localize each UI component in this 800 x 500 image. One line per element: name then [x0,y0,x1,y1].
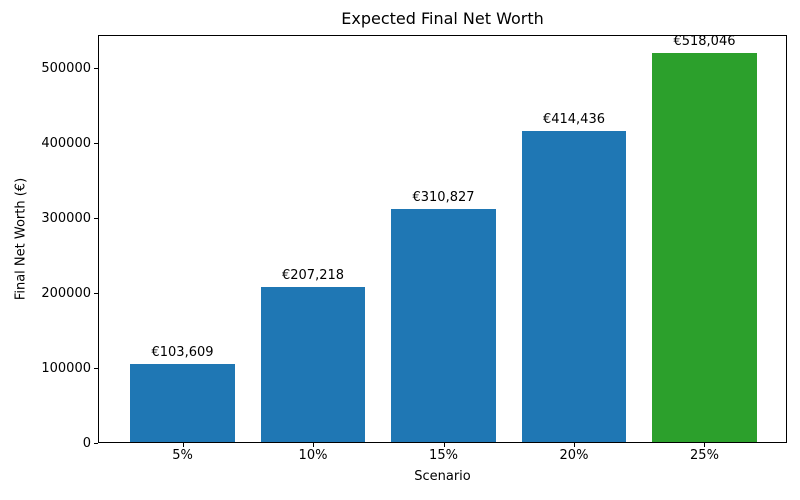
bar-value-label: €207,218 [281,267,345,283]
y-axis-label: Final Net Worth (€) [13,177,29,301]
bar-5% [130,364,235,442]
x-tick-mark [573,443,575,447]
y-tick-label: 300000 [41,210,91,226]
bar-value-label: €103,609 [151,345,214,361]
y-tick-label: 0 [82,436,91,451]
x-axis-label: Scenario [414,469,471,484]
y-tick-mark [94,67,98,69]
x-tick-label: 15% [429,448,458,463]
y-tick-label: 500000 [41,60,91,76]
y-tick-mark [94,443,98,444]
y-tick-label: 200000 [41,285,91,301]
y-tick-label: 400000 [41,135,91,151]
x-tick-label: 5% [172,448,193,463]
plot-area: €103,609 5% €207,218 10% €310,827 15% €414,436… [41,34,787,463]
x-tick-label: 25% [690,448,719,463]
x-tick-mark [443,443,445,447]
y-tick-mark [94,217,98,219]
bar-10% [260,286,366,442]
x-tick-mark [704,443,706,447]
y-tick-mark [94,142,98,144]
y-tick-mark [94,367,98,369]
chart-title: Expected Final Net Worth [341,9,544,28]
x-tick-label: 10% [298,448,328,463]
y-tick-label: 100000 [41,360,91,376]
x-tick-label: 20% [559,448,589,463]
bar-25% [652,53,757,442]
bar-value-label: €414,436 [542,112,605,128]
bar-15% [391,208,496,442]
bar-value-label: €310,827 [412,189,475,205]
bar-value-label: €518,046 [673,34,736,50]
y-tick-mark [94,292,98,294]
x-tick-mark [182,443,184,447]
x-tick-mark [313,443,314,447]
bar-20% [521,131,627,442]
